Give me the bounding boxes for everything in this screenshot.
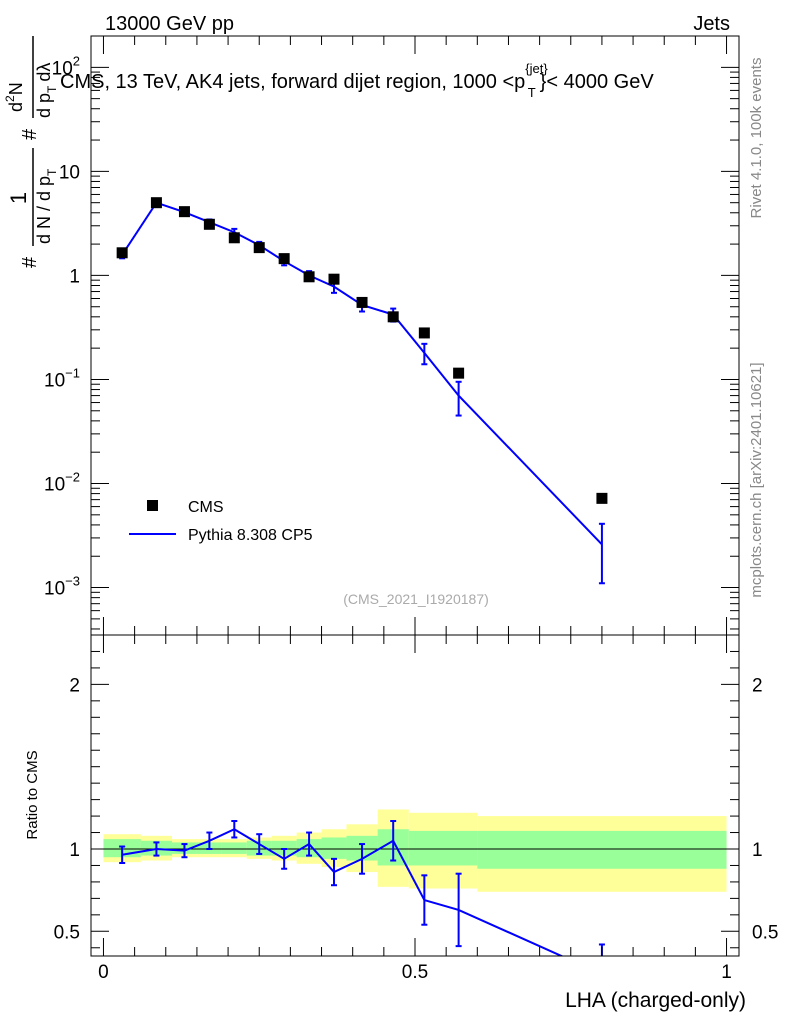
ylabel-n2: N <box>6 82 26 95</box>
y-tick-base: 10 <box>44 370 65 391</box>
y-tick-base: 10 <box>44 475 65 496</box>
cms-data-point <box>303 271 315 283</box>
main-panel-content <box>116 197 608 585</box>
main-y-axis-label: # 1 d N / d pT # d2N d pTdλ <box>3 36 59 268</box>
y-tick-label: 10−3 <box>44 574 80 600</box>
legend-cms-label: CMS <box>188 499 224 516</box>
svg-text:d pTdλ: d pTdλ <box>34 63 59 118</box>
y-tick-base: 10 <box>44 579 65 600</box>
y-tick-label: 1 <box>69 266 80 287</box>
cms-data-point <box>228 232 240 244</box>
x-axis-label: LHA (charged-only) <box>565 989 746 1012</box>
y-tick-exponent: −1 <box>65 365 80 380</box>
ylabel-hash2: # <box>19 128 41 140</box>
cms-data-point <box>328 273 340 285</box>
title-superscript: {jet} <box>525 61 548 76</box>
mcplots-label: mcplots.cern.ch [arXiv:2401.10621] <box>748 362 765 597</box>
svg-text:d N / d pT: d N / d pT <box>34 168 59 244</box>
cms-data-point <box>596 492 608 504</box>
svg-text:d2N: d2N <box>3 82 26 112</box>
ratio-panel-frame <box>90 634 740 957</box>
svg-text:#: # <box>19 256 41 268</box>
y-tick-label: 10−1 <box>44 365 80 391</box>
legend-pythia-label: Pythia 8.308 CP5 <box>188 527 313 544</box>
cms-data-point <box>116 247 128 259</box>
legend: CMS Pythia 8.308 CP5 <box>129 499 313 544</box>
uncertainty-band-inner <box>408 830 478 866</box>
ylabel-sub2: T <box>45 85 59 93</box>
title-main: CMS, 13 TeV, AK4 jets, forward dijet reg… <box>60 71 525 93</box>
ratio-y-tick-label-right: 0.5 <box>752 922 778 943</box>
title-end: }< 4000 GeV <box>540 71 655 93</box>
x-tick-label: 0.5 <box>402 962 428 983</box>
ratio-line <box>121 828 564 956</box>
y-tick-base: 1 <box>69 266 80 287</box>
ratio-y-tick-label-left: 2 <box>69 675 80 696</box>
ylabel-dlambda: dλ <box>34 63 54 82</box>
ratio-y-axis-label: Ratio to CMS <box>24 750 41 839</box>
cms-data-point <box>278 253 290 265</box>
ylabel-d2: d <box>6 102 26 112</box>
ylabel-one: 1 <box>6 192 31 204</box>
uncertainty-band-inner <box>477 830 727 869</box>
analysis-watermark: (CMS_2021_I1920187) <box>343 591 489 607</box>
ylabel-den1: d N / d p <box>34 176 54 244</box>
cms-data-point <box>387 311 399 323</box>
ylabel-sub1: T <box>45 168 59 176</box>
y-tick-exponent: −2 <box>65 470 80 485</box>
cms-data-point <box>253 242 265 254</box>
energy-label: 13000 GeV pp <box>105 13 234 35</box>
cms-data-point <box>203 218 215 230</box>
x-tick-label: 0 <box>98 962 109 983</box>
legend-cms-marker <box>147 500 158 511</box>
cms-data-point <box>150 197 162 209</box>
uncertainty-band-inner <box>321 837 347 859</box>
ratio-y-tick-label-left: 0.5 <box>54 922 80 943</box>
y-tick-exponent: 2 <box>73 53 80 68</box>
cms-data-point <box>453 367 465 379</box>
cms-data-point <box>418 327 430 339</box>
ratio-panel: 2 2 1 1 0.5 0.5 0 0.5 1 Ratio to CMS LHA (charge… <box>24 634 778 1012</box>
ylabel-sup2: 2 <box>3 95 17 102</box>
main-panel-frame <box>90 35 740 636</box>
ylabel-hash1: # <box>19 256 41 268</box>
ratio-panel-content <box>91 809 739 956</box>
y-tick-label: 102 <box>52 53 80 79</box>
jets-label: Jets <box>693 13 730 35</box>
y-tick-base: 10 <box>52 58 73 79</box>
ratio-panel-ticks: 2 2 1 1 0.5 0.5 0 0.5 1 <box>54 635 778 983</box>
y-tick-label: 10−2 <box>44 470 80 496</box>
uncertainty-band-inner <box>221 842 247 854</box>
ratio-y-tick-label-right: 2 <box>752 675 763 696</box>
y-tick-base: 10 <box>59 162 80 183</box>
ratio-series-group <box>119 820 605 956</box>
x-tick-label: 1 <box>721 962 732 983</box>
ylabel-den2: d p <box>34 93 54 118</box>
y-tick-exponent: −3 <box>65 574 80 589</box>
pythia-line <box>121 201 603 546</box>
plot-title: CMS, 13 TeV, AK4 jets, forward dijet reg… <box>60 61 654 100</box>
title-subscript: T <box>528 85 536 100</box>
cms-data-point <box>178 206 190 218</box>
cms-data-point <box>356 296 368 308</box>
rivet-version-label: Rivet 4.1.0, 100k events <box>748 58 765 219</box>
ratio-y-tick-label-left: 1 <box>69 840 80 861</box>
ratio-y-tick-label-right: 1 <box>752 840 763 861</box>
y-tick-label: 10 <box>59 162 80 183</box>
